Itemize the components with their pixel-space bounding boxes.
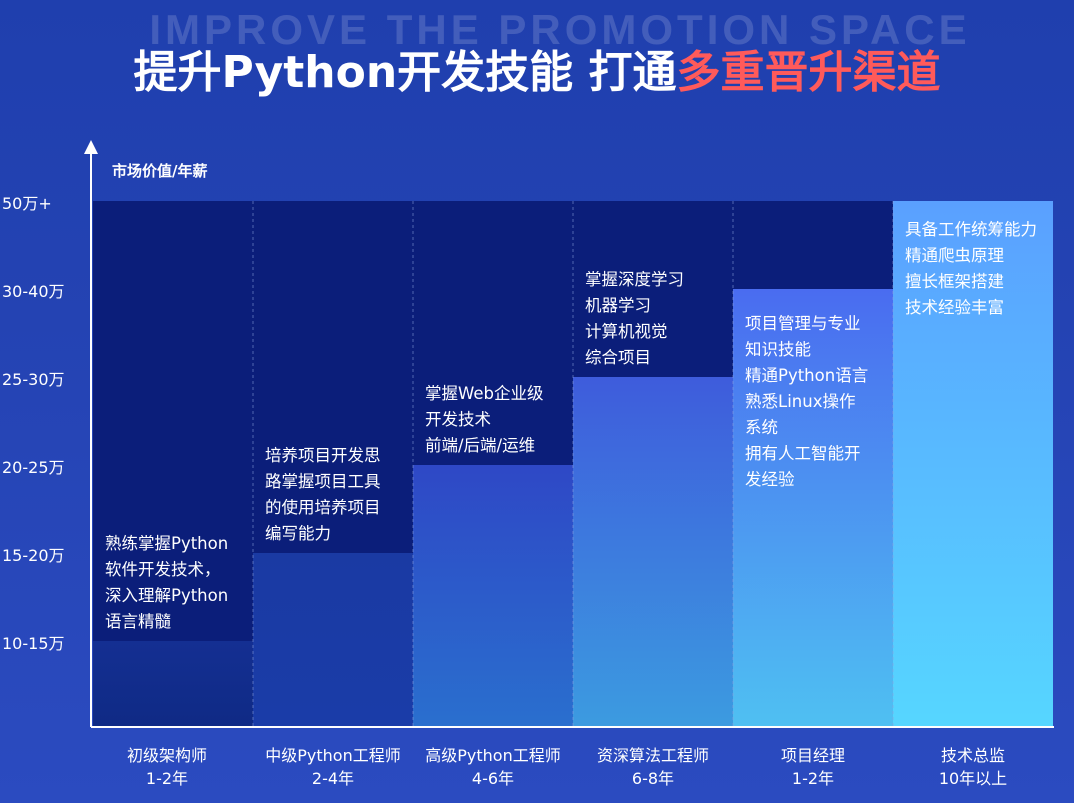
- bar-description: 培养项目开发思 路掌握项目工具 的使用培养项目 编写能力: [265, 443, 381, 547]
- bar-2: [253, 553, 413, 727]
- category-title: 资深算法工程师: [596, 746, 709, 765]
- description-line: 发经验: [745, 470, 795, 489]
- bar-4: [573, 377, 733, 727]
- description-line: 项目管理与专业: [745, 314, 861, 333]
- x-axis-category: 资深算法工程师 6-8年: [573, 744, 733, 790]
- y-tick-label: 50万+: [2, 194, 52, 213]
- description-line: 熟练掌握Python: [105, 534, 229, 553]
- category-years: 4-6年: [471, 769, 515, 788]
- description-line: 拥有人工智能开: [745, 444, 861, 463]
- bar-description: 项目管理与专业 知识技能精通Python语言 熟悉Linux操作 系统拥有人工智能开发…: [745, 311, 868, 493]
- bar-description: 掌握深度学习 机器学习计算机视觉综合项目: [585, 267, 684, 371]
- y-tick-label: 20-25万: [2, 458, 65, 477]
- bar-1: [93, 641, 253, 727]
- description-line: 语言精髓: [105, 612, 171, 631]
- description-line: 的使用培养项目: [265, 498, 381, 517]
- description-line: 系统: [745, 418, 778, 437]
- x-axis-category: 中级Python工程师 2-4年: [253, 744, 413, 790]
- description-line: 精通爬虫原理: [905, 246, 1004, 265]
- description-line: 掌握深度学习: [585, 270, 684, 289]
- y-tick-label: 15-20万: [2, 546, 65, 565]
- x-axis-category: 项目经理 1-2年: [733, 744, 893, 790]
- x-axis-category: 高级Python工程师 4-6年: [413, 744, 573, 790]
- description-line: 软件开发技术，: [105, 560, 221, 579]
- page-title: 提升Python开发技能 打通多重晋升渠道: [0, 36, 1074, 100]
- y-tick-label: 25-30万: [2, 370, 65, 389]
- category-years: 1-2年: [145, 769, 189, 788]
- column-background: [93, 201, 253, 727]
- category-years: 2-4年: [311, 769, 355, 788]
- description-line: 开发技术: [425, 410, 491, 429]
- bar-description: 熟练掌握Python 软件开发技术， 深入理解Python 语言精髓: [105, 531, 228, 635]
- bar-3: [413, 465, 573, 727]
- x-axis-category: 初级架构师 1-2年: [87, 744, 247, 790]
- y-tick-label: 10-15万: [2, 634, 65, 653]
- y-axis-label: 市场价值/年薪: [112, 162, 208, 180]
- description-line: 精通Python语言: [745, 366, 869, 385]
- bar-description: 具备工作统筹能力 精通爬虫原理 擅长框架搭建 技术经验丰富: [905, 217, 1037, 321]
- category-title: 中级Python工程师: [265, 746, 401, 765]
- category-title: 项目经理: [780, 746, 845, 765]
- background-watermark-title: IMPROVE THE PROMOTION SPACE: [149, 6, 971, 53]
- description-line: 熟悉Linux操作: [745, 392, 856, 411]
- category-title: 技术总监: [940, 746, 1005, 765]
- description-line: 路掌握项目工具: [265, 472, 381, 491]
- bar-5: [733, 289, 893, 727]
- x-axis-category: 技术总监 10年以上: [893, 744, 1053, 790]
- description-line: 擅长框架搭建: [905, 272, 1004, 291]
- description-line: 培养项目开发思: [265, 446, 381, 465]
- category-years: 10年以上: [938, 769, 1008, 788]
- description-line: 掌握Web企业级: [425, 384, 544, 403]
- description-line: 计算机视觉: [585, 322, 668, 341]
- description-line: 机器学习: [585, 296, 651, 315]
- description-line: 编写能力: [265, 524, 331, 543]
- y-axis-arrow: [84, 140, 98, 154]
- bar-description: 掌握Web企业级 开发技术前端/后端/运维: [425, 381, 543, 459]
- description-line: 知识技能: [745, 340, 811, 359]
- description-line: 技术经验丰富: [905, 298, 1004, 317]
- category-title: 初级架构师: [126, 746, 207, 765]
- description-line: 综合项目: [585, 348, 651, 367]
- description-line: 前端/后端/运维: [425, 436, 536, 455]
- title-accent: 多重晋升渠道: [676, 47, 941, 98]
- y-tick-label: 30-40万: [2, 282, 65, 301]
- description-line: 深入理解Python: [105, 586, 229, 605]
- category-years: 1-2年: [791, 769, 835, 788]
- category-title: 高级Python工程师: [425, 746, 561, 765]
- title-main: 提升Python开发技能 打通: [133, 47, 677, 98]
- category-years: 6-8年: [631, 769, 675, 788]
- bar-6: [893, 201, 1053, 727]
- description-line: 具备工作统筹能力: [905, 220, 1037, 239]
